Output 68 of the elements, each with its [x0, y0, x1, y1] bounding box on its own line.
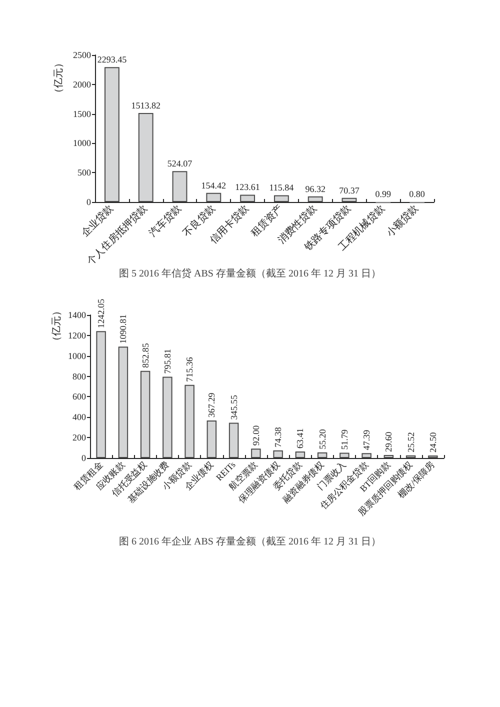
bar	[342, 198, 357, 202]
bar	[138, 112, 154, 202]
bar	[118, 346, 128, 458]
y-tick-label: 200	[72, 432, 86, 443]
bar	[184, 384, 194, 458]
y-tick-label: 0	[82, 453, 86, 463]
data-label: 92.00	[250, 424, 261, 446]
data-label: 123.61	[235, 182, 260, 192]
x-tick-label: 汽车贷款	[146, 202, 184, 240]
data-label: 96.32	[305, 184, 326, 194]
bar	[251, 448, 261, 458]
bar	[274, 195, 289, 202]
data-label: 63.41	[295, 428, 306, 449]
data-label: 154.42	[201, 180, 226, 190]
y-axis-title: （亿元）	[52, 306, 62, 346]
data-label: 1242.05	[96, 298, 106, 328]
y-tick-label: 1200	[68, 330, 86, 340]
y-tick-label: 1400	[68, 310, 86, 320]
bar	[273, 450, 283, 458]
bar	[295, 452, 306, 458]
data-label: 29.60	[384, 431, 394, 452]
x-tick-label: 小额贷款	[384, 202, 421, 240]
data-label: 345.55	[228, 394, 239, 420]
y-tick-label: 1000	[68, 350, 86, 361]
data-label: 852.85	[140, 342, 150, 368]
bar	[206, 420, 217, 458]
bar	[228, 422, 239, 458]
data-label: 55.20	[317, 428, 328, 450]
data-label: 47.39	[362, 429, 372, 450]
data-label: 24.50	[428, 432, 438, 452]
text: 图 5 2016 年信贷 ABS 存量金额（截至 2016 年 12 月 31 日）	[119, 268, 381, 280]
bar	[172, 171, 188, 202]
bar	[104, 67, 120, 202]
data-label: 115.84	[269, 182, 294, 193]
bar	[206, 192, 222, 202]
data-label: 524.07	[167, 158, 193, 169]
data-label: 0.80	[409, 188, 426, 199]
data-label: 2293.45	[97, 54, 128, 65]
bar	[317, 452, 328, 458]
data-label: 0.99	[375, 188, 392, 199]
data-label: 367.29	[206, 392, 217, 418]
bar	[240, 194, 256, 202]
data-label: 74.38	[273, 426, 284, 448]
y-tick-label: 800	[72, 371, 86, 382]
data-label: 51.79	[339, 428, 350, 450]
bar	[96, 331, 106, 458]
y-tick-label: 400	[72, 412, 86, 422]
bar	[162, 376, 172, 458]
text: 图 6 2016 年企业 ABS 存量金额（截至 2016 年 12 月 31 日）	[119, 536, 381, 548]
y-tick-label: 1500	[73, 108, 92, 119]
bar	[340, 452, 350, 458]
data-label: 715.36	[184, 356, 195, 382]
data-label: 795.81	[162, 348, 172, 374]
bar	[140, 370, 150, 458]
y-tick-label: 1000	[73, 138, 92, 148]
bar	[362, 453, 372, 458]
data-label: 70.37	[339, 185, 360, 196]
y-tick-label: 500	[78, 168, 92, 178]
data-label: 25.52	[406, 432, 416, 452]
bar	[384, 454, 394, 458]
bar	[308, 196, 323, 202]
data-label: 1090.81	[118, 314, 128, 344]
y-tick-label: 600	[72, 392, 86, 402]
y-tick-label: 0	[86, 197, 92, 207]
y-tick-label: 2500	[73, 50, 92, 60]
y-tick-label: 2000	[73, 79, 92, 90]
data-label: 1513.82	[131, 100, 160, 110]
y-axis-title: （亿元）	[54, 58, 64, 98]
